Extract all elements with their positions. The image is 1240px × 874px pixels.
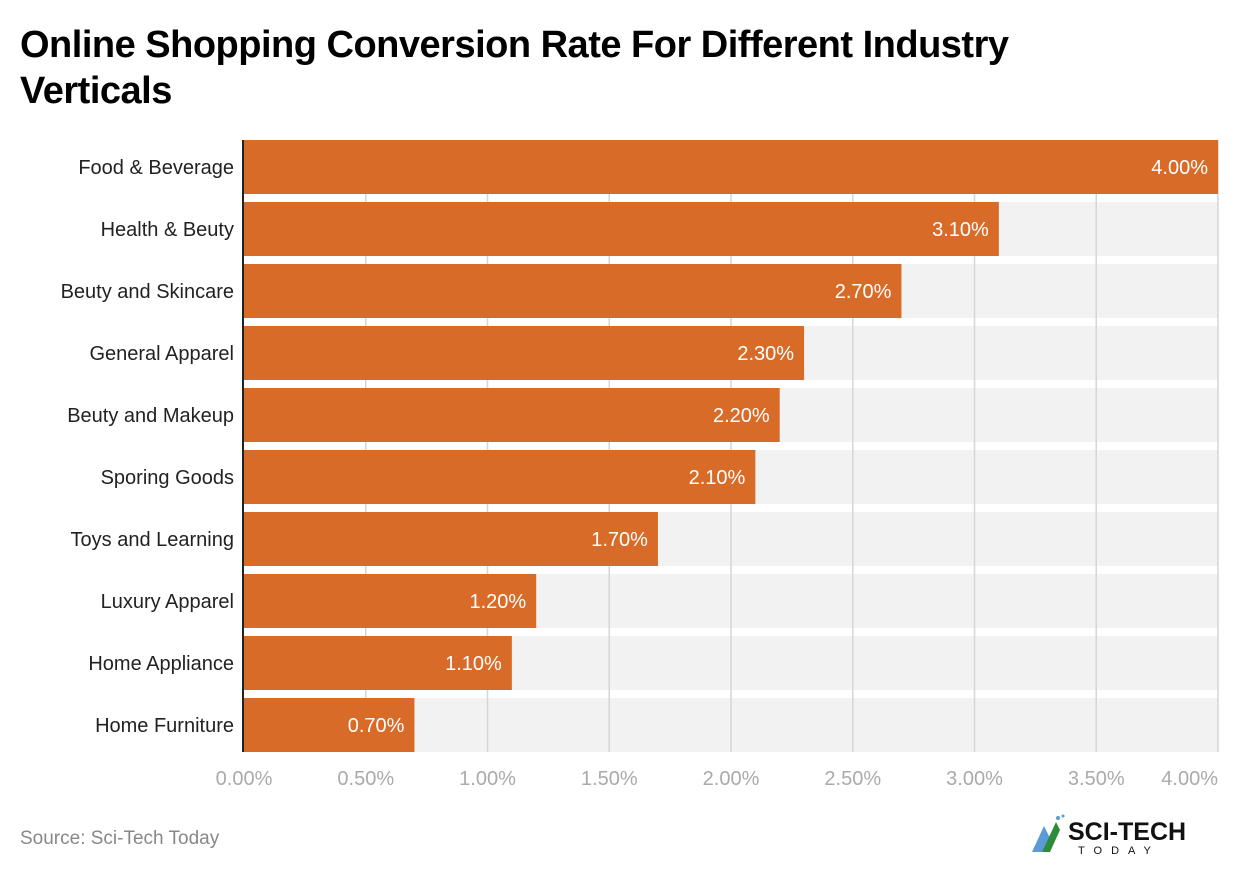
data-label: 1.20% (469, 591, 526, 613)
data-label: 4.00% (1151, 157, 1208, 179)
bar (244, 202, 999, 256)
data-label: 2.70% (835, 281, 892, 303)
category-label: Home Furniture (95, 715, 234, 737)
sci-tech-today-logo: SCI-TECH TODAY (1032, 814, 1186, 857)
chart-title: Online Shopping Conversion Rate For Diff… (20, 24, 1009, 112)
x-tick-label: 1.00% (459, 768, 516, 790)
category-label: Beuty and Skincare (61, 281, 234, 303)
data-label: 2.20% (713, 405, 770, 427)
category-label: Beuty and Makeup (67, 405, 234, 427)
x-tick-label: 1.50% (581, 768, 638, 790)
source-note: Source: Sci-Tech Today (20, 828, 220, 849)
bar (244, 636, 512, 690)
bar (244, 512, 658, 566)
x-tick-label: 3.00% (946, 768, 1003, 790)
bar (244, 698, 415, 752)
bar (244, 264, 902, 318)
logo-main-text: SCI-TECH (1068, 818, 1186, 846)
bar (244, 326, 805, 380)
x-tick-label: 3.50% (1068, 768, 1125, 790)
bar (244, 574, 537, 628)
category-label: Luxury Apparel (101, 591, 234, 613)
data-label: 1.70% (591, 529, 648, 551)
x-tick-label: 0.00% (216, 768, 273, 790)
category-label: Home Appliance (88, 653, 234, 675)
data-label: 1.10% (445, 653, 502, 675)
x-tick-label: 4.00% (1161, 768, 1218, 790)
category-label: Food & Beverage (78, 157, 234, 179)
category-label: General Apparel (89, 343, 234, 365)
data-label: 2.10% (689, 467, 746, 489)
bar (244, 140, 1218, 194)
category-label: Sporing Goods (101, 467, 234, 489)
data-label: 0.70% (348, 715, 405, 737)
x-tick-label: 2.50% (824, 768, 881, 790)
data-label: 2.30% (737, 343, 794, 365)
x-tick-label: 2.00% (703, 768, 760, 790)
bar (244, 450, 756, 504)
data-label: 3.10% (932, 219, 989, 241)
bar (244, 388, 780, 442)
x-tick-label: 0.50% (337, 768, 394, 790)
logo-sub-text: TODAY (1078, 845, 1160, 857)
category-label: Toys and Learning (71, 529, 234, 551)
category-label: Health & Beuty (101, 219, 234, 241)
